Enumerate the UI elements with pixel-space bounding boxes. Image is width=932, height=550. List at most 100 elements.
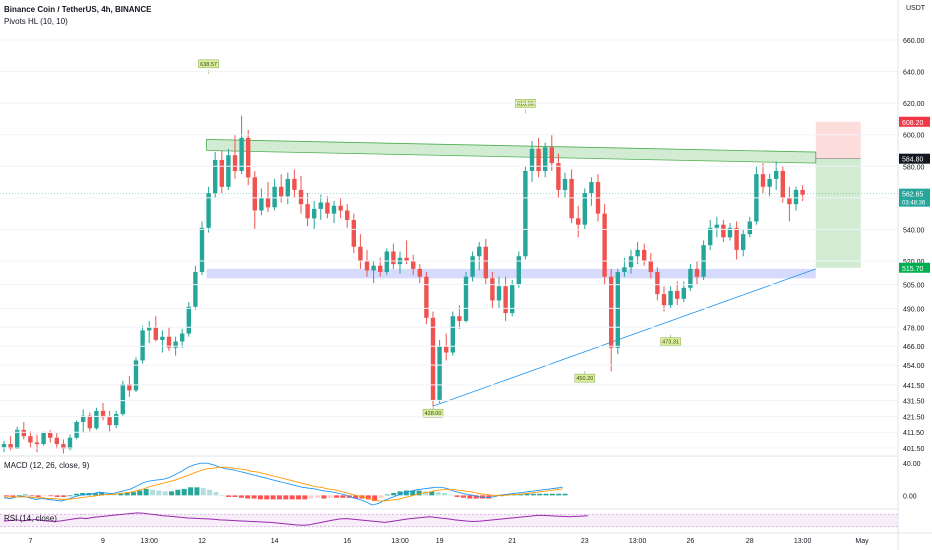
macd-histogram-bar [537,493,543,496]
price-tag [899,262,930,273]
candle-body [67,437,73,449]
macd-histogram-bar [149,489,155,496]
macd-histogram-bar [416,490,422,496]
macd-histogram-bar [302,495,308,500]
macd-histogram-bar [251,495,257,499]
candle-body [292,178,297,190]
time-tick-label: 12 [198,538,206,545]
pivot-label-box [574,373,596,383]
macd-histogram-bar [124,492,130,496]
candle-body [470,256,475,277]
candle-body [787,197,792,205]
candle-body [345,210,350,220]
macd-histogram-bar [308,495,314,499]
candle-body [635,249,640,257]
price-tag-label: 584.80 [902,157,924,164]
macd-histogram-bar [169,491,175,496]
candle-body [747,221,752,235]
trendline [432,268,816,407]
time-tick-label: 9 [101,538,105,545]
candle-body [120,384,125,415]
macd-line [3,462,563,506]
macd-histogram-bar [219,495,225,497]
time-tick-label: 13:00 [391,538,409,545]
macd-histogram-bar [391,492,397,496]
candle-body [562,178,568,190]
candle-body [496,286,502,301]
macd-histogram-bar [365,495,371,500]
candle-body [668,290,673,306]
candle-body [114,414,119,426]
candle-body [556,163,561,190]
resistance-zone [206,139,817,164]
macd-tick-label: 40.00 [903,461,921,468]
candle-body [87,415,92,429]
candle-body [602,213,607,277]
macd-histogram-bar [175,489,181,496]
macd-histogram-bar [130,492,136,496]
candle-body [15,429,20,449]
macd-histogram-bar [137,490,143,496]
rsi-pane [0,512,898,528]
indicator-title: Pivots HL (10, 10) [4,17,68,26]
candle-body [81,415,86,422]
macd-histogram-bar [530,493,536,496]
macd-histogram-bar [54,495,60,497]
macd-histogram-bar [429,491,435,496]
macd-histogram-bar [562,493,568,496]
candle-body [252,177,257,211]
candle-body [199,227,205,273]
macd-histogram-bar [213,492,219,496]
candle-body [661,294,667,306]
candle-body [767,178,772,187]
candle-body [140,330,145,361]
candle-body [549,147,554,164]
macd-histogram-bar [188,487,194,496]
candle-body [21,429,26,437]
macd-histogram-bar [315,495,321,498]
macd-histogram-bar [461,495,467,498]
candle-body [760,174,766,187]
candle-body [133,360,139,391]
candle-body [259,197,264,211]
candle-body [780,171,785,198]
pivot-label-box [422,408,444,418]
macd-histogram-bar [67,495,73,497]
macd-histogram-bar [264,495,270,500]
macd-histogram-bar [543,493,549,496]
price-tick-label: 401.50 [903,446,925,453]
stop-loss-zone [815,121,861,159]
candle-body [61,444,66,449]
candle-body [622,267,627,273]
price-tick-label: 466.00 [903,344,925,351]
time-tick-label: 13:00 [794,538,812,545]
candle-body [437,346,442,400]
candle-body [305,204,310,219]
candle-body [127,384,132,391]
candle-body [793,189,799,205]
macd-histogram-bar [80,492,86,496]
macd-histogram-bar [422,491,428,496]
macd-histogram-bar [327,495,333,498]
candle-body [503,286,508,314]
candle-body [457,316,462,321]
macd-histogram-bar [143,488,149,496]
currency-label: USDT [906,5,926,12]
candle-body [463,276,469,321]
candle-body [675,290,680,299]
price-tick-label: 411.50 [903,430,924,437]
candle-body [543,147,548,172]
price-tick-label: 520.00 [903,259,925,266]
candle-body [404,257,409,261]
candle-body [576,218,581,225]
candle-body [529,148,535,172]
candle-body [424,276,429,318]
macd-histogram-bar [257,495,263,500]
time-tick-label: 21 [508,538,516,545]
macd-histogram-bar [181,488,187,496]
candle-body [510,284,515,314]
candle-body [642,249,647,261]
macd-histogram-bar [4,495,9,497]
candle-body [609,276,614,348]
